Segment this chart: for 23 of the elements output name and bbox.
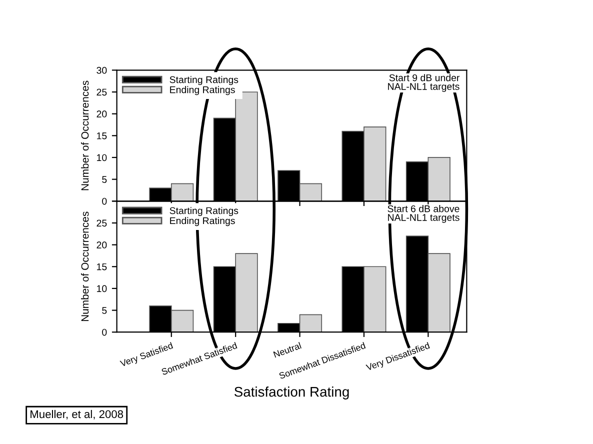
y-tick-label: 30 xyxy=(96,66,107,74)
y-tick-label: 15 xyxy=(97,132,107,140)
legend-label: Starting Ratings xyxy=(170,76,238,86)
text: Mueller, et al, 2008 xyxy=(30,410,124,420)
legend-label: Ending Ratings xyxy=(170,217,235,226)
y-tick-label: 10 xyxy=(97,154,107,162)
legend-label: Ending Ratings xyxy=(170,86,235,96)
y-tick-label: 25 xyxy=(96,220,107,227)
y-tick-label: 25 xyxy=(96,88,107,96)
legend-label: Starting Ratings xyxy=(170,206,238,216)
y-tick-label: 5 xyxy=(102,307,107,314)
y-tick-label: 5 xyxy=(102,176,107,183)
y-tick-label: 0 xyxy=(102,328,107,336)
y-axis-title: Number of Occurrences xyxy=(81,212,89,322)
y-axis-title: Number of Occurrences xyxy=(81,80,89,190)
y-tick-label: 15 xyxy=(97,263,107,270)
annotation: Start 6 dB above NAL-NL1 targets xyxy=(388,205,460,223)
y-tick-label: 20 xyxy=(96,242,107,248)
y-tick-label: 0 xyxy=(102,198,107,205)
y-tick-label: 20 xyxy=(96,110,107,118)
annotation: Start 9 dB under NAL-NL1 targets xyxy=(388,74,460,92)
y-tick-label: 10 xyxy=(97,285,107,292)
x-axis-title: Satisfaction Rating xyxy=(234,386,349,400)
